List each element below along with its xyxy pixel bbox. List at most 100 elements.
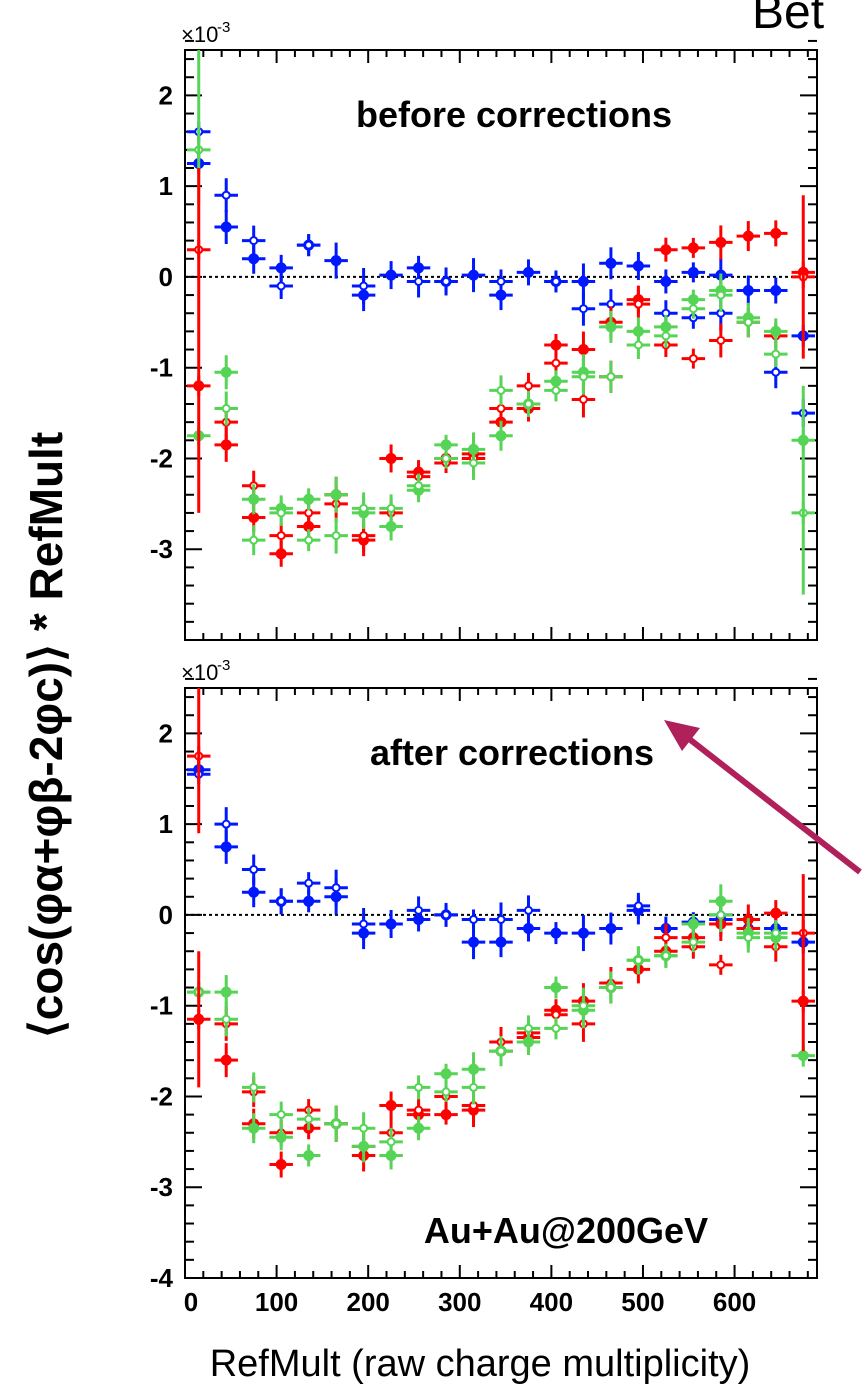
marker — [661, 951, 671, 961]
marker — [496, 404, 506, 414]
marker — [248, 1122, 260, 1134]
marker — [220, 439, 232, 451]
marker — [770, 325, 782, 337]
data-point-green-open — [324, 1105, 348, 1142]
data-point-blue-filled — [214, 210, 238, 244]
marker — [633, 340, 643, 350]
data-point-blue-open — [269, 888, 293, 915]
marker — [385, 918, 397, 930]
x-tick-label: 400 — [530, 1287, 573, 1317]
y-tick-label: 2 — [159, 80, 173, 110]
marker — [386, 503, 396, 513]
data-point-red-filled — [654, 237, 678, 262]
data-point-green-open — [379, 1127, 403, 1156]
marker — [220, 1054, 232, 1066]
data-point-blue-open — [461, 909, 486, 930]
data-point-green-open — [296, 529, 321, 552]
data-point-green-open — [269, 499, 293, 526]
data-point-red-filled — [269, 1151, 293, 1178]
marker — [385, 521, 397, 533]
y-tick-label: -1 — [150, 991, 173, 1021]
panel-title: after corrections — [370, 732, 654, 773]
scale-factor-exponent: -3 — [217, 19, 230, 36]
x-tick-label: 300 — [438, 1287, 481, 1317]
data-point-blue-filled — [214, 829, 238, 864]
data-point-green-open — [351, 492, 376, 525]
marker — [359, 1123, 369, 1133]
marker — [495, 936, 507, 948]
data-point-green-open — [351, 1112, 376, 1145]
marker — [577, 927, 589, 939]
marker — [661, 933, 671, 943]
marker — [220, 366, 232, 378]
marker — [551, 358, 561, 368]
marker — [632, 260, 644, 272]
y-tick-label: -4 — [150, 1263, 174, 1293]
scale-factor-label: ×10 — [181, 22, 218, 47]
marker — [385, 1100, 397, 1112]
marker — [688, 937, 698, 947]
data-point-blue-open — [626, 892, 651, 919]
marker — [276, 531, 286, 541]
marker — [469, 458, 479, 468]
y-tick-label: -3 — [150, 1172, 173, 1202]
data-point-green-open — [461, 1070, 486, 1105]
marker — [551, 1010, 561, 1020]
x-tick-label: 100 — [255, 1287, 298, 1317]
plot-frame — [184, 687, 818, 1279]
marker — [633, 955, 643, 965]
marker — [359, 919, 369, 929]
marker — [496, 385, 506, 395]
marker — [220, 986, 232, 998]
marker — [221, 819, 231, 829]
marker — [249, 535, 259, 545]
marker — [248, 253, 260, 265]
marker — [440, 1109, 452, 1121]
data-point-red-filled — [379, 444, 403, 473]
marker — [577, 275, 589, 287]
marker — [248, 886, 260, 898]
y-axis-label: ⟨cos(φα+φβ-2φc)⟩ * RefMult — [20, 432, 72, 1038]
data-point-green-open — [709, 897, 733, 932]
data-point-blue-filled — [461, 258, 486, 293]
data-point-green-open — [516, 1015, 541, 1042]
data-point-green-open — [269, 1101, 293, 1128]
marker — [248, 511, 260, 523]
data-point-blue-open — [434, 267, 458, 296]
marker — [276, 1110, 286, 1120]
data-point-green-open — [709, 278, 733, 313]
marker — [687, 918, 699, 930]
x-tick-label: 0 — [184, 1287, 198, 1317]
data-point-blue-filled — [654, 269, 678, 294]
data-point-green-filled — [269, 1124, 293, 1151]
marker — [551, 276, 561, 286]
x-tick-label: 500 — [621, 1287, 664, 1317]
marker — [414, 276, 424, 286]
data-point-green-filled — [379, 512, 403, 541]
arrow-head — [664, 720, 700, 751]
panel-title: before corrections — [356, 94, 672, 135]
series-green — [187, 139, 815, 556]
data-point-red-open — [709, 954, 733, 975]
data-point-blue-filled — [571, 915, 596, 952]
data-point-blue-filled — [599, 247, 623, 280]
scale-factor-label: ×10 — [181, 660, 218, 685]
marker — [221, 404, 231, 414]
y-tick-label: -3 — [150, 534, 173, 564]
y-tick-label: -2 — [150, 443, 173, 473]
marker — [440, 1068, 452, 1080]
marker — [441, 453, 451, 463]
data-point-green-open — [434, 448, 458, 469]
data-point-green-filled — [296, 1144, 321, 1167]
marker — [716, 910, 726, 920]
data-point-green-open — [626, 331, 651, 359]
data-point-blue-filled — [544, 922, 568, 945]
marker — [275, 548, 287, 560]
data-point-red-filled — [709, 225, 733, 260]
data-point-green-open — [214, 1002, 238, 1037]
scale-factor-exponent: -3 — [217, 657, 230, 674]
marker — [797, 1050, 809, 1062]
marker — [577, 344, 589, 356]
series-blue — [187, 121, 815, 428]
